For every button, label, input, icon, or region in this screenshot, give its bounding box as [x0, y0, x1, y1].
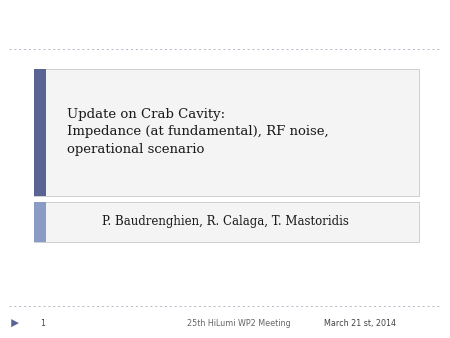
- Text: March 21 st, 2014: March 21 st, 2014: [324, 319, 396, 328]
- Text: P. Baudrenghien, R. Calaga, T. Mastoridis: P. Baudrenghien, R. Calaga, T. Mastoridi…: [102, 215, 348, 228]
- FancyBboxPatch shape: [34, 202, 419, 242]
- Text: 1: 1: [40, 319, 45, 328]
- Text: 25th HiLumi WP2 Meeting: 25th HiLumi WP2 Meeting: [187, 319, 290, 328]
- FancyBboxPatch shape: [34, 69, 46, 196]
- Text: Update on Crab Cavity:
Impedance (at fundamental), RF noise,
operational scenari: Update on Crab Cavity: Impedance (at fun…: [67, 108, 328, 156]
- Polygon shape: [11, 319, 19, 327]
- FancyBboxPatch shape: [34, 69, 419, 196]
- FancyBboxPatch shape: [34, 202, 46, 242]
